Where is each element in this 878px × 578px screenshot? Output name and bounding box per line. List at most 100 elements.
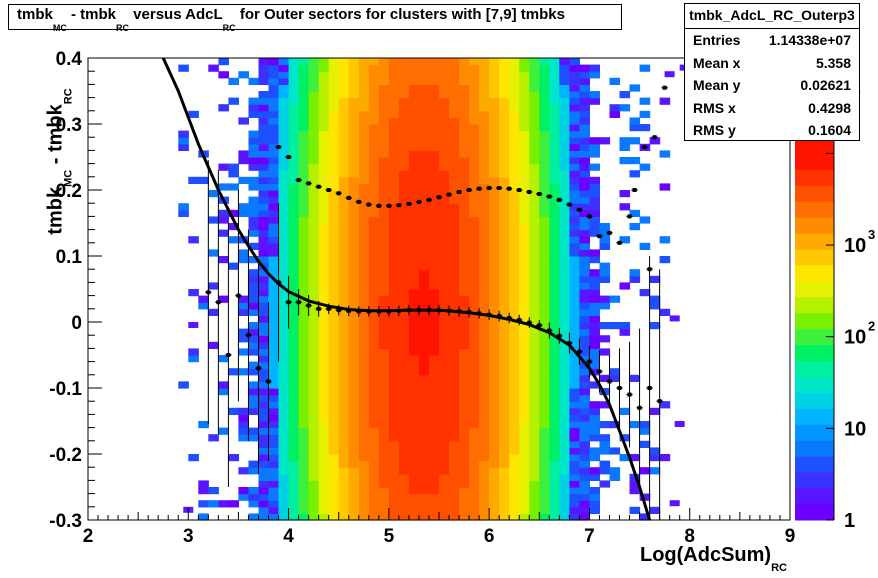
heatmap-cell [539, 500, 550, 508]
heatmap-cell [579, 150, 590, 158]
heatmap-cell [258, 124, 270, 132]
heatmap-cell [218, 58, 229, 66]
heatmap-cell [459, 157, 470, 165]
heatmap-cell [328, 335, 340, 343]
y-tick-label: -0.3 [49, 511, 82, 532]
heatmap-cell [539, 407, 550, 415]
heatmap-cell [278, 434, 290, 442]
heatmap-cell [268, 454, 280, 462]
heatmap-cell [439, 335, 450, 343]
heatmap-cell [579, 117, 590, 125]
heatmap-cell [248, 388, 260, 396]
heatmap-cell [408, 381, 420, 389]
stats-row-entries: Entries 1.14338e+07 [685, 29, 859, 52]
heatmap-cell [639, 493, 651, 501]
heatmap-cell [418, 256, 430, 264]
heatmap-cell [499, 440, 510, 448]
heatmap-cell [519, 361, 530, 369]
heatmap-cell [579, 289, 590, 297]
heatmap-cell [569, 414, 580, 422]
heatmap-cell [569, 117, 580, 125]
x-tick-label: 2 [83, 526, 94, 547]
heatmap-cell [489, 335, 500, 343]
heatmap-cell [308, 480, 320, 488]
heatmap-cell [238, 427, 249, 435]
heatmap-cell [479, 335, 490, 343]
heatmap-cell [519, 414, 530, 422]
heatmap-cell [549, 216, 560, 224]
heatmap-cell [489, 388, 500, 396]
heatmap-cell [469, 183, 480, 191]
heatmap-cell [268, 256, 280, 264]
heatmap-cell [288, 236, 300, 244]
heatmap-cell [579, 256, 590, 264]
heatmap-cell [388, 157, 400, 165]
heatmap-cell [539, 143, 550, 151]
heatmap-cell [459, 84, 470, 92]
heatmap-cell [288, 341, 300, 349]
heatmap-cell [328, 150, 340, 158]
heatmap-cell [268, 124, 280, 132]
heatmap-cell [298, 289, 310, 297]
heatmap-cell [469, 315, 480, 323]
heatmap-cell [398, 335, 410, 343]
heatmap-cell [579, 368, 590, 376]
heatmap-cell [529, 381, 540, 389]
heatmap-cell [338, 163, 350, 171]
heatmap-cell [519, 401, 530, 409]
heatmap-cell [499, 388, 510, 396]
heatmap-cell [418, 130, 430, 138]
heatmap-cell [408, 242, 420, 250]
heatmap-cell [318, 249, 330, 257]
heatmap-cell [268, 58, 280, 66]
heatmap-cell [449, 460, 460, 468]
heatmap-cell [459, 302, 470, 310]
heatmap-cell [439, 256, 450, 264]
heatmap-cell [398, 143, 410, 151]
heatmap-cell [288, 143, 300, 151]
heatmap-cell [479, 110, 490, 118]
heatmap-cell [358, 355, 370, 363]
heatmap-cell [569, 454, 580, 462]
heatmap-cell [338, 249, 350, 257]
heatmap-cell [429, 137, 440, 145]
heatmap-cell [619, 282, 631, 290]
heatmap-cell [629, 487, 641, 495]
heatmap-cell [559, 124, 570, 132]
heatmap-cell [589, 315, 600, 323]
heatmap-cell [539, 467, 550, 475]
heatmap-cell [559, 374, 570, 382]
heatmap-cell [509, 480, 520, 488]
heatmap-cell [328, 77, 340, 85]
heatmap-cell [408, 473, 420, 481]
heatmap-cell [338, 388, 350, 396]
heatmap-cell [629, 209, 641, 217]
heatmap-cell [589, 97, 600, 105]
heatmap-cell [629, 454, 641, 462]
heatmap-cell [318, 460, 330, 468]
heatmap-cell [208, 64, 219, 72]
heatmap-cell [268, 414, 280, 422]
heatmap-cell [418, 143, 430, 151]
heatmap-cell [218, 163, 229, 171]
heatmap-cell [398, 454, 410, 462]
heatmap-cell [569, 269, 580, 277]
heatmap-cell [439, 374, 450, 382]
heatmap-cell [529, 249, 540, 257]
heatmap-cell [539, 104, 550, 112]
heatmap-cell [449, 335, 460, 343]
heatmap-cell [489, 137, 500, 145]
heatmap-cell [449, 242, 460, 250]
heatmap-cell [469, 322, 480, 330]
heatmap-cell [579, 183, 590, 191]
heatmap-cell [539, 84, 550, 92]
heatmap-cell [308, 183, 320, 191]
heatmap-cell [328, 500, 340, 508]
heatmap-cell [569, 361, 580, 369]
heatmap-cell [459, 275, 470, 283]
heatmap-cell [348, 183, 360, 191]
heatmap-cell [268, 427, 280, 435]
heatmap-cell [338, 348, 350, 356]
x-tick-label: 3 [183, 526, 194, 547]
heatmap-cell [599, 302, 611, 310]
